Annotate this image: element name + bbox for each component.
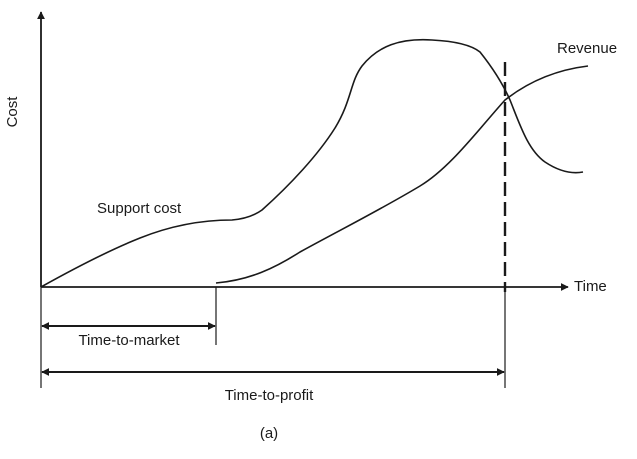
time-to-profit-label: Time-to-profit (225, 387, 314, 404)
support-cost-label: Support cost (97, 200, 182, 217)
x-axis-label: Time (574, 278, 607, 295)
revenue-curve (215, 65, 589, 284)
y-axis-label: Cost (4, 96, 21, 128)
figure-caption: (a) (260, 425, 278, 442)
time-to-market-label: Time-to-market (78, 332, 180, 349)
support-cost-curve (40, 38, 584, 288)
revenue-label: Revenue (557, 40, 617, 57)
